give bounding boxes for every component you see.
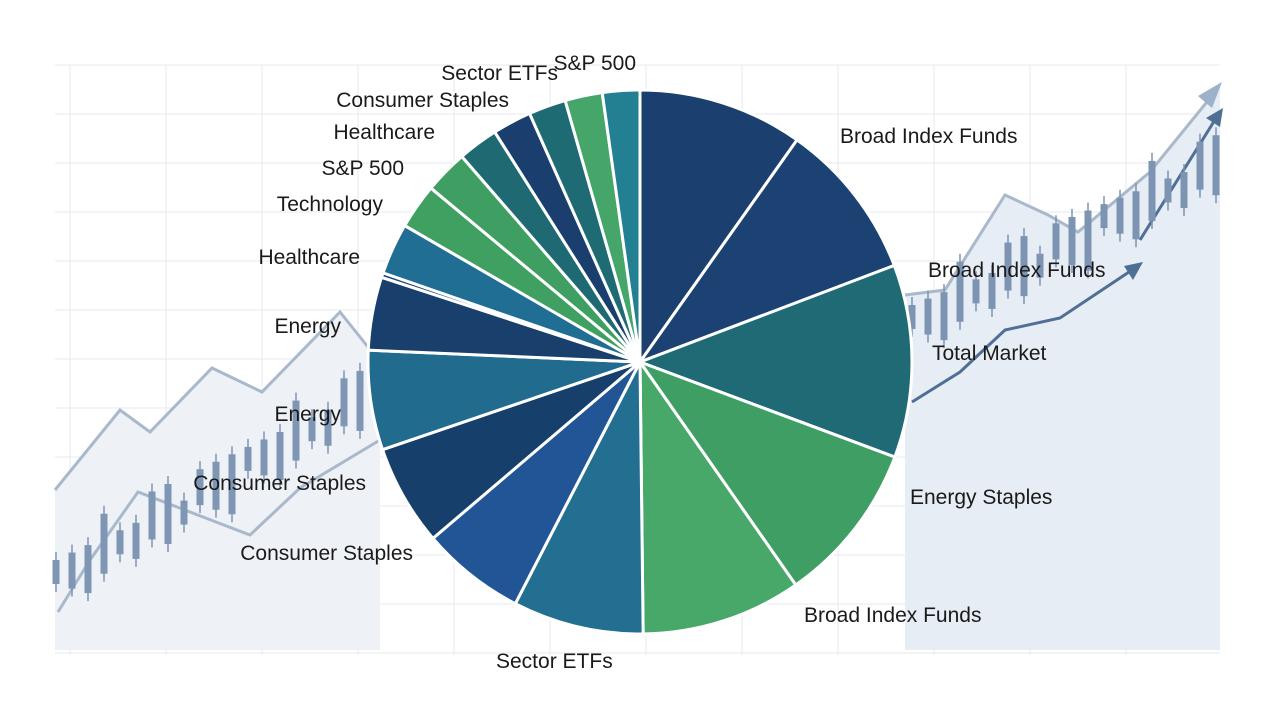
pie-slice-4 — [638, 360, 798, 636]
candle-body — [1212, 135, 1220, 196]
slice-label-14: Healthcare — [333, 121, 435, 144]
pie-slice-5 — [513, 360, 645, 636]
candle-body — [1084, 210, 1092, 271]
slice-label-16: Sector ETFs — [441, 62, 558, 85]
slice-label-9: Energy — [274, 403, 341, 426]
pie-slice-18 — [600, 88, 642, 364]
candle-body — [100, 513, 108, 574]
slice-label-7: Consumer Staples — [240, 542, 413, 565]
pie-labels: Broad Index Funds Broad Index Funds Total … — [193, 52, 1105, 673]
pie-chart — [366, 88, 914, 636]
slice-label-3: Energy Staples — [910, 486, 1052, 509]
candle-body — [228, 454, 236, 515]
candle-body — [68, 552, 76, 589]
pie-slice-0 — [638, 88, 799, 364]
candle-body — [908, 305, 916, 329]
candle-body — [324, 409, 332, 446]
background-trend-line-left — [53, 309, 382, 491]
candle-body — [1196, 141, 1204, 190]
slice-label-1: Broad Index Funds — [928, 259, 1105, 282]
candle-body — [956, 261, 964, 322]
candle-body — [1116, 197, 1124, 234]
slice-label-0: Broad Index Funds — [840, 125, 1017, 148]
candle-body — [148, 491, 156, 540]
candle-body — [52, 560, 60, 584]
slice-label-18: S&P 500 — [553, 52, 636, 75]
background-trend-line-right-lower — [911, 266, 1136, 404]
pie-slice-1 — [638, 138, 896, 364]
slice-label-11: Healthcare — [258, 246, 360, 269]
candle-body — [116, 530, 124, 555]
candle-body — [276, 432, 284, 481]
trend-arrow-head-dark-upper — [1206, 108, 1223, 127]
candle-body — [940, 292, 948, 341]
candle-body — [132, 522, 140, 559]
candle-body — [988, 272, 996, 309]
pie-slice-3 — [638, 360, 897, 587]
candle-body — [1036, 253, 1044, 278]
candle-body — [1164, 178, 1172, 203]
candle-body — [308, 417, 316, 442]
candle-body — [196, 469, 204, 506]
background-candlesticks — [52, 127, 1220, 602]
slice-label-8: Consumer Staples — [193, 472, 366, 495]
background-area-right — [905, 85, 1220, 650]
pie-slice-2 — [638, 263, 914, 459]
slice-label-2: Total Market — [932, 342, 1047, 365]
candle-body — [292, 400, 300, 461]
candle-body — [1132, 191, 1140, 240]
candle-body — [924, 298, 932, 335]
candle-body — [356, 370, 364, 431]
candle-body — [244, 446, 252, 471]
candle-body — [972, 279, 980, 304]
candle-body — [164, 484, 172, 545]
candle-body — [1100, 204, 1108, 229]
candle-body — [1148, 160, 1156, 221]
slice-label-4: Broad Index Funds — [804, 604, 981, 627]
candle-body — [1068, 216, 1076, 265]
candle-body — [212, 461, 220, 510]
candle-body — [260, 439, 268, 476]
slice-label-13: S&P 500 — [321, 157, 404, 180]
candle-body — [1180, 172, 1188, 209]
candle-body — [180, 500, 188, 525]
stock-chart-background — [52, 64, 1223, 655]
candle-body — [1020, 236, 1028, 297]
slice-label-5: Sector ETFs — [496, 650, 613, 673]
trend-arrow-head-dark — [1124, 262, 1143, 280]
candle-body — [1052, 223, 1060, 260]
slice-label-12: Technology — [277, 193, 384, 216]
candle-body — [84, 545, 92, 594]
slice-label-15: Consumer Staples — [336, 89, 509, 112]
trend-arrow-head-light — [1198, 82, 1222, 108]
candle-body — [1004, 242, 1012, 291]
candle-body — [340, 378, 348, 427]
slice-label-10: Energy — [274, 315, 341, 338]
